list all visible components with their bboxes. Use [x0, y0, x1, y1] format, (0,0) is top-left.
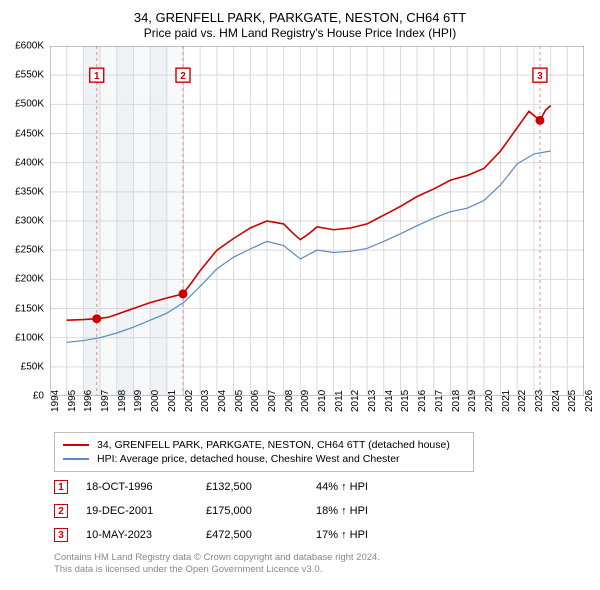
- y-tick-label: £250K: [15, 245, 44, 256]
- sale-hpi: 17% ↑ HPI: [316, 529, 368, 541]
- title-address: 34, GRENFELL PARK, PARKGATE, NESTON, CH6…: [12, 10, 588, 25]
- svg-text:2: 2: [180, 71, 186, 82]
- y-tick-label: £400K: [15, 157, 44, 168]
- legend-label: 34, GRENFELL PARK, PARKGATE, NESTON, CH6…: [97, 439, 450, 451]
- chart-container: 34, GRENFELL PARK, PARKGATE, NESTON, CH6…: [0, 0, 600, 590]
- sale-marker-icon: 3: [54, 528, 68, 542]
- sale-marker-icon: 1: [54, 480, 68, 494]
- y-tick-label: £500K: [15, 99, 44, 110]
- y-tick-label: £350K: [15, 186, 44, 197]
- sale-row: 1 18-OCT-1996£132,50044% ↑ HPI: [54, 480, 588, 494]
- y-tick-label: £0: [33, 391, 44, 402]
- x-axis: 1994199519961997199819992000200120022003…: [50, 396, 584, 424]
- sales-list: 1 18-OCT-1996£132,50044% ↑ HPI 2 19-DEC-200…: [54, 480, 588, 542]
- y-tick-label: £200K: [15, 274, 44, 285]
- sale-row: 2 19-DEC-2001£175,00018% ↑ HPI: [54, 504, 588, 518]
- y-tick-label: £100K: [15, 332, 44, 343]
- sale-date: 10-MAY-2023: [86, 529, 206, 541]
- footer-line: This data is licensed under the Open Gov…: [54, 564, 588, 576]
- y-tick-label: £550K: [15, 70, 44, 81]
- y-tick-label: £300K: [15, 216, 44, 227]
- x-tick-label: 2026: [584, 390, 600, 412]
- legend-item: HPI: Average price, detached house, Ches…: [63, 453, 465, 465]
- sale-marker-icon: 2: [54, 504, 68, 518]
- legend-item: 34, GRENFELL PARK, PARKGATE, NESTON, CH6…: [63, 439, 465, 451]
- sale-price: £175,000: [206, 505, 316, 517]
- y-tick-label: £150K: [15, 303, 44, 314]
- legend-swatch-icon: [63, 458, 89, 460]
- y-tick-label: £450K: [15, 128, 44, 139]
- sale-hpi: 44% ↑ HPI: [316, 481, 368, 493]
- title-subtitle: Price paid vs. HM Land Registry's House …: [12, 26, 588, 40]
- svg-text:3: 3: [537, 71, 543, 82]
- sale-date: 19-DEC-2001: [86, 505, 206, 517]
- sale-price: £472,500: [206, 529, 316, 541]
- y-axis: £0£50K£100K£150K£200K£250K£300K£350K£400…: [6, 46, 46, 396]
- sale-row: 3 10-MAY-2023£472,50017% ↑ HPI: [54, 528, 588, 542]
- chart-area: £0£50K£100K£150K£200K£250K£300K£350K£400…: [50, 46, 584, 424]
- footer-line: Contains HM Land Registry data © Crown c…: [54, 552, 588, 564]
- sale-date: 18-OCT-1996: [86, 481, 206, 493]
- svg-text:1: 1: [94, 71, 100, 82]
- sale-price: £132,500: [206, 481, 316, 493]
- chart-svg: 1 2 3: [50, 46, 584, 396]
- footer-attribution: Contains HM Land Registry data © Crown c…: [54, 552, 588, 577]
- legend: 34, GRENFELL PARK, PARKGATE, NESTON, CH6…: [54, 432, 474, 472]
- plot: 1 2 3: [50, 46, 584, 396]
- y-tick-label: £50K: [21, 361, 44, 372]
- legend-swatch-icon: [63, 444, 89, 446]
- titles: 34, GRENFELL PARK, PARKGATE, NESTON, CH6…: [12, 10, 588, 40]
- y-tick-label: £600K: [15, 41, 44, 52]
- legend-label: HPI: Average price, detached house, Ches…: [97, 453, 400, 465]
- sale-hpi: 18% ↑ HPI: [316, 505, 368, 517]
